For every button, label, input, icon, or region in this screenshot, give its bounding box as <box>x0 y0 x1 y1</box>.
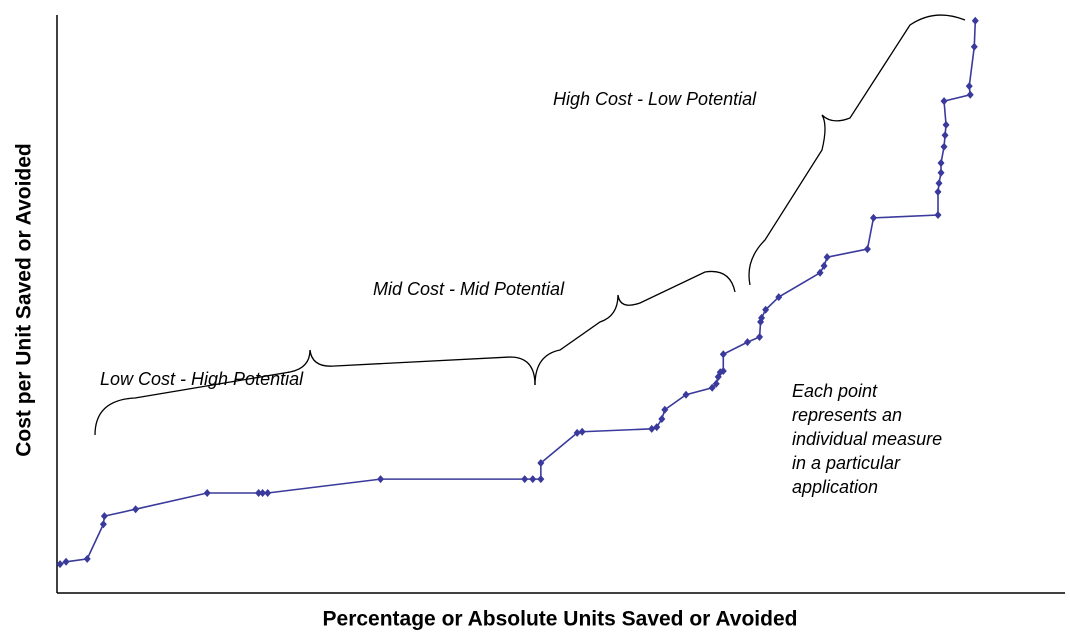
point <box>940 142 948 151</box>
point <box>62 557 70 566</box>
point <box>259 489 267 498</box>
note-line: individual measure <box>792 429 942 449</box>
point <box>758 313 766 322</box>
point <box>578 427 586 436</box>
point <box>756 332 764 341</box>
note-line: Each point <box>792 381 878 401</box>
point <box>712 379 720 388</box>
point <box>529 475 537 484</box>
point <box>965 82 973 91</box>
point <box>708 383 716 392</box>
brace <box>94 349 536 436</box>
annotation: Mid Cost - Mid Potential <box>373 279 565 299</box>
note-line: application <box>792 477 878 497</box>
point <box>820 261 828 270</box>
point <box>941 131 949 140</box>
point <box>971 16 979 25</box>
point <box>203 489 211 498</box>
point <box>99 520 107 529</box>
point <box>762 305 770 314</box>
point <box>521 475 529 484</box>
point <box>934 210 942 219</box>
point <box>377 475 385 484</box>
point <box>255 489 263 498</box>
point <box>537 475 545 484</box>
point <box>648 424 656 433</box>
point <box>869 213 877 222</box>
annotation: Low Cost - High Potential <box>100 369 304 389</box>
annotation: High Cost - Low Potential <box>553 89 757 109</box>
point <box>823 253 831 262</box>
y-axis-title: Cost per Unit Saved or Avoided <box>13 143 36 457</box>
point <box>970 42 978 51</box>
point <box>56 560 64 569</box>
point <box>83 554 91 563</box>
point <box>132 505 140 514</box>
point <box>653 423 661 432</box>
point <box>942 120 950 129</box>
point <box>775 293 783 302</box>
point <box>937 158 945 167</box>
point <box>719 367 727 376</box>
point <box>682 390 690 399</box>
brace <box>534 270 736 386</box>
point <box>658 415 666 424</box>
point <box>573 428 581 437</box>
point <box>743 338 751 347</box>
point <box>934 187 942 196</box>
x-axis-title: Percentage or Absolute Units Saved or Av… <box>323 608 798 631</box>
note-line: represents an <box>792 405 902 425</box>
point <box>966 90 974 99</box>
point <box>719 350 727 359</box>
point <box>816 268 824 277</box>
note-line: in a particular <box>792 453 901 473</box>
point <box>661 405 669 414</box>
point <box>937 168 945 177</box>
point <box>100 512 108 521</box>
point <box>940 97 948 106</box>
point <box>863 245 871 254</box>
point <box>264 489 272 498</box>
brace <box>748 14 966 286</box>
point <box>935 179 943 188</box>
point <box>537 458 545 467</box>
